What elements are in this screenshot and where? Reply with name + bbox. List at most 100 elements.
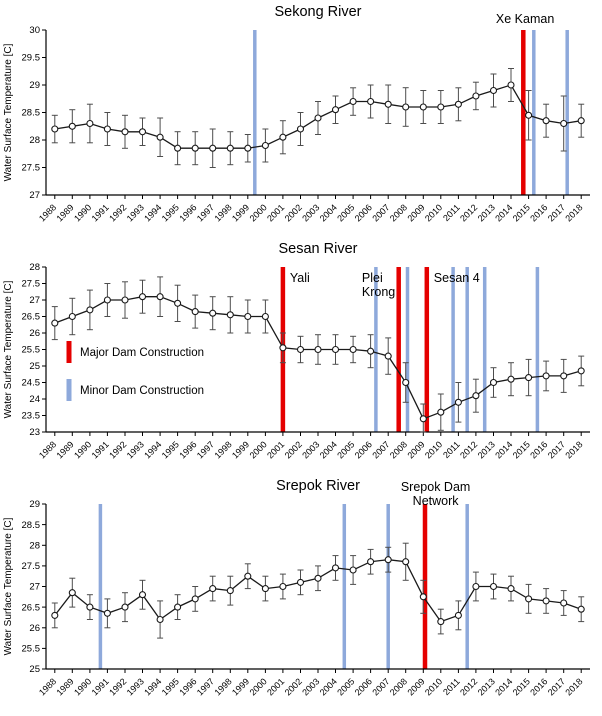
x-tick-label: 2007: [370, 439, 391, 460]
x-tick-label: 1991: [90, 439, 111, 460]
axes: 23 23.5 24 24.5 25 25.5 26 26.5 27 27.5 28 19881989…: [22, 262, 590, 461]
data-point: [367, 558, 375, 566]
minor-dam-lines: [253, 30, 569, 195]
data-point: [191, 144, 199, 152]
x-tick-label: 1990: [72, 439, 93, 460]
data-point: [560, 372, 568, 380]
x-tick-label: 2004: [318, 676, 339, 697]
x-tick-label: 2012: [458, 439, 479, 460]
legend-label: Major Dam Construction: [80, 347, 204, 359]
data-point: [191, 595, 199, 603]
data-point: [51, 611, 59, 619]
x-tick-label: 2017: [546, 676, 567, 697]
x-tick-label: 1994: [142, 439, 163, 460]
data-point: [209, 309, 217, 317]
x-tick-label: 2015: [511, 439, 532, 460]
x-tick-label: 2007: [370, 202, 391, 223]
data-point: [472, 392, 480, 400]
x-tick-label: 2002: [283, 676, 304, 697]
chart-sesan-river: Sesan River Water Surface Temperature [C]…: [0, 237, 602, 474]
data-point: [437, 103, 445, 111]
x-tick-label: 1989: [54, 202, 75, 223]
x-tick-label: 2013: [476, 202, 497, 223]
data-point: [489, 582, 498, 591]
x-tick-label: 2018: [563, 439, 584, 460]
x-tick-label: 1993: [125, 439, 146, 460]
data-point: [86, 119, 94, 128]
y-tick-label: 27: [29, 582, 40, 593]
x-tick-label: 2001: [265, 676, 286, 697]
y-tick-label: 26: [29, 623, 40, 634]
data-point: [244, 312, 252, 321]
data-point: [51, 319, 59, 327]
data-point: [419, 415, 427, 423]
x-tick-label: 1996: [177, 439, 198, 460]
legend: Major Dam Construction Minor Dam Construc…: [66, 341, 204, 401]
data-point: [419, 593, 427, 601]
y-tick-label: 27: [29, 190, 40, 201]
data-point: [51, 125, 59, 133]
data-point: [279, 133, 287, 141]
data-point: [174, 299, 182, 307]
minor-dam-lines: [98, 504, 469, 669]
x-tick-label: 1990: [72, 202, 93, 223]
x-tick-label: 1989: [54, 439, 75, 460]
legend-swatch: [66, 341, 72, 363]
x-tick-label: 1997: [195, 439, 216, 460]
data-point: [367, 347, 375, 355]
y-tick-label: 29.5: [22, 53, 41, 64]
x-tick-label: 2012: [458, 202, 479, 223]
x-tick-label: 1993: [125, 676, 146, 697]
x-tick-label: 1997: [195, 676, 216, 697]
y-tick-label: 25: [29, 664, 40, 675]
data-point: [402, 378, 410, 387]
x-tick-label: 2011: [441, 676, 462, 697]
data-point: [261, 312, 269, 321]
x-tick-label: 2002: [283, 439, 304, 460]
x-tick-label: 2005: [335, 676, 356, 697]
data-point: [174, 144, 182, 152]
y-tick-label: 25.5: [22, 345, 41, 356]
data-point: [209, 585, 217, 593]
x-tick-label: 2003: [300, 676, 321, 697]
x-tick-label: 2000: [248, 439, 269, 460]
x-tick-label: 1994: [142, 676, 163, 697]
x-tick-label: 1998: [212, 676, 233, 697]
data-point: [261, 585, 269, 593]
x-tick-label: 1992: [107, 676, 128, 697]
data-point: [560, 119, 568, 128]
data-point: [209, 144, 217, 152]
data-point: [560, 599, 568, 607]
y-tick-label: 26.5: [22, 312, 41, 323]
axes: 27 27.5 28 28.5 29 29.5 30 19881989199019911992…: [22, 25, 590, 224]
data-point: [384, 352, 392, 360]
data-point: [314, 114, 322, 122]
data-point: [402, 558, 410, 566]
x-tick-label: 2008: [388, 439, 409, 460]
dam-annotation-label: Xe Kaman: [496, 12, 554, 26]
x-tick-label: 1990: [72, 676, 93, 697]
data-point: [261, 141, 269, 150]
y-tick-label: 25: [29, 361, 40, 372]
data-point: [226, 587, 234, 595]
data-point-markers: [51, 293, 585, 423]
x-tick-label: 1988: [37, 202, 58, 223]
data-point: [525, 111, 533, 119]
y-tick-label: 27.5: [22, 279, 41, 290]
data-point: [244, 144, 252, 152]
x-tick-label: 2011: [441, 202, 462, 223]
y-tick-label: 25.5: [22, 644, 41, 655]
y-tick-label: 27.5: [22, 561, 41, 572]
data-point: [454, 611, 462, 619]
x-tick-label: 2013: [476, 676, 497, 697]
data-point: [226, 144, 234, 152]
x-tick-label: 2012: [458, 676, 479, 697]
x-tick-label: 1995: [160, 202, 181, 223]
y-tick-label: 29: [29, 499, 40, 510]
x-tick-label: 2004: [318, 439, 339, 460]
data-point: [156, 133, 164, 141]
x-tick-label: 2013: [476, 439, 497, 460]
data-point: [472, 92, 480, 100]
x-tick-label: 2007: [370, 676, 391, 697]
